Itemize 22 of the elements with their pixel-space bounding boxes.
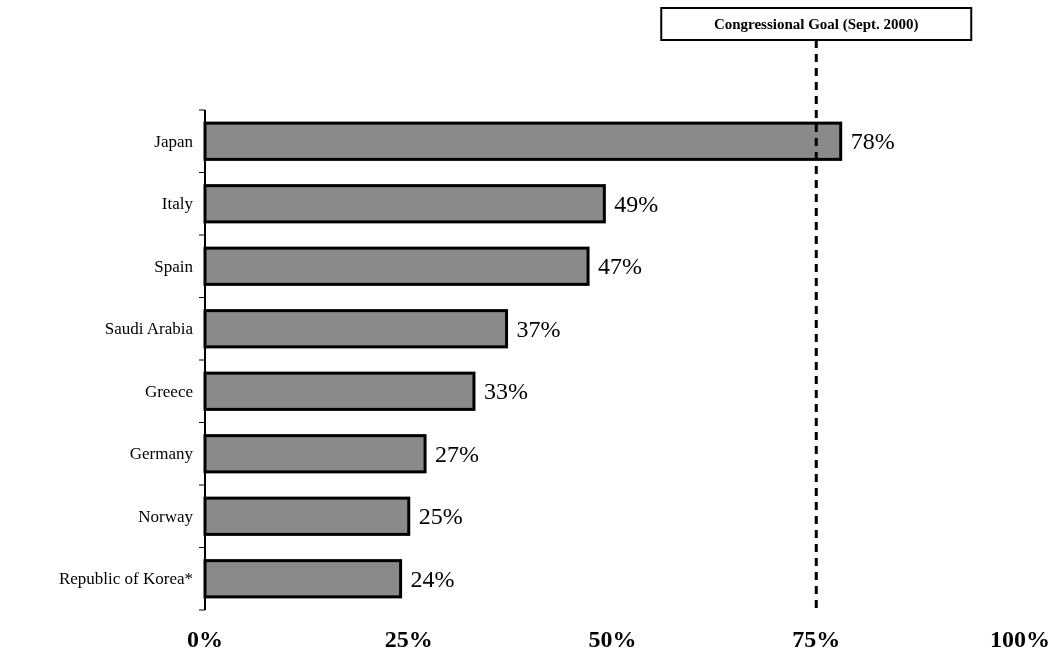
data-label: 24% [410, 565, 455, 592]
y-tick-label: Republic of Korea* [58, 569, 193, 589]
data-label: 78% [850, 128, 895, 155]
y-tick-label: Japan [154, 131, 194, 151]
y-tick-label: Greece [144, 381, 193, 401]
y-tick-label: Italy [161, 194, 194, 214]
y-tick-label: Saudi Arabia [104, 319, 194, 339]
data-label: 25% [418, 503, 463, 530]
data-label: 47% [598, 253, 643, 280]
x-tick-label: 50% [588, 626, 637, 652]
y-tick-label: Spain [154, 256, 194, 276]
data-label: 27% [435, 440, 480, 467]
y-tick-label: Norway [138, 506, 194, 526]
data-label: 33% [483, 378, 528, 405]
x-tick-label: 0% [187, 626, 223, 652]
data-label: 49% [614, 190, 659, 217]
x-tick-label: 100% [990, 626, 1050, 652]
data-label: 37% [516, 315, 561, 342]
x-tick-label: 75% [792, 626, 841, 652]
ref-line-label: Congressional Goal (Sept. 2000) [713, 16, 919, 33]
y-tick-label: Germany [129, 444, 194, 464]
x-tick-label: 25% [384, 626, 433, 652]
